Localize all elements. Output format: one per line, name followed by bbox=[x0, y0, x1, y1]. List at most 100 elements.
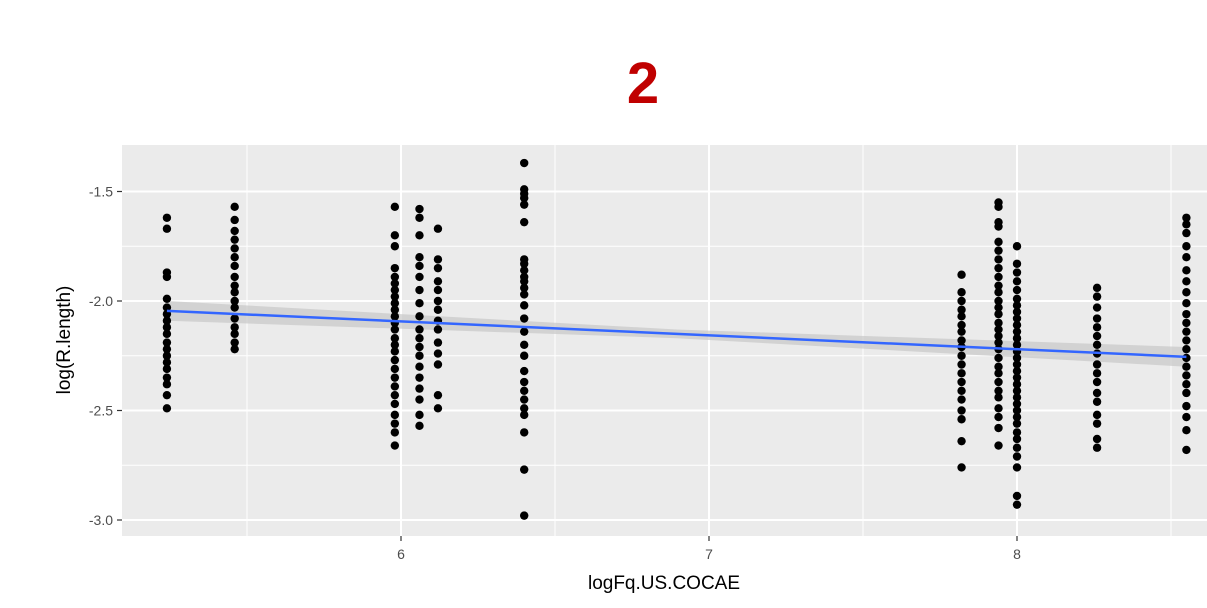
data-point bbox=[1012, 452, 1022, 461]
data-point bbox=[390, 272, 400, 282]
data-point bbox=[957, 386, 966, 395]
x-axis-ticks: 6 7 8 bbox=[397, 536, 1021, 562]
data-point bbox=[162, 213, 172, 222]
data-point bbox=[520, 283, 529, 293]
data-point bbox=[957, 351, 966, 360]
data-point bbox=[1012, 327, 1022, 336]
data-point bbox=[957, 305, 966, 314]
data-point bbox=[1012, 314, 1022, 323]
data-point bbox=[520, 290, 529, 299]
data-point bbox=[390, 373, 400, 382]
data-point bbox=[1012, 434, 1022, 444]
data-point bbox=[1092, 323, 1102, 332]
data-point bbox=[994, 263, 1003, 273]
data-point bbox=[162, 294, 172, 304]
data-point bbox=[1182, 344, 1191, 354]
y-tick-label: -1.5 bbox=[89, 184, 113, 200]
x-tick-label: 8 bbox=[1013, 546, 1021, 562]
data-point bbox=[520, 266, 529, 275]
data-point bbox=[994, 393, 1003, 402]
data-point bbox=[1012, 373, 1022, 382]
data-point bbox=[1092, 397, 1102, 406]
data-point bbox=[230, 344, 239, 354]
data-point bbox=[415, 351, 424, 360]
data-point bbox=[1092, 303, 1102, 312]
data-point bbox=[994, 441, 1003, 450]
data-point bbox=[390, 399, 400, 409]
data-point bbox=[415, 312, 424, 321]
data-point bbox=[520, 217, 529, 227]
data-point bbox=[415, 373, 424, 382]
data-point bbox=[994, 362, 1003, 371]
data-point bbox=[520, 428, 529, 437]
data-point bbox=[162, 351, 172, 360]
data-point bbox=[1092, 388, 1102, 398]
data-point bbox=[957, 406, 966, 415]
data-point bbox=[994, 386, 1003, 395]
data-point bbox=[390, 410, 400, 420]
data-point bbox=[230, 244, 239, 253]
data-point bbox=[994, 303, 1003, 312]
data-point bbox=[162, 380, 172, 389]
data-point bbox=[1012, 399, 1022, 409]
data-point bbox=[162, 323, 172, 332]
data-point bbox=[957, 288, 966, 297]
data-point bbox=[230, 226, 239, 236]
data-point bbox=[1092, 340, 1102, 349]
data-point bbox=[1012, 268, 1022, 277]
y-tick-label: -2.0 bbox=[89, 293, 113, 309]
x-axis-title: logFq.US.COCAE bbox=[588, 573, 740, 594]
data-point bbox=[994, 202, 1003, 212]
data-point bbox=[957, 395, 966, 404]
regression-line bbox=[166, 309, 1187, 359]
data-point bbox=[415, 362, 424, 371]
data-point bbox=[1012, 443, 1022, 452]
data-point bbox=[520, 410, 529, 420]
data-point bbox=[433, 285, 443, 295]
data-point bbox=[433, 390, 443, 400]
data-point bbox=[230, 296, 239, 306]
data-point bbox=[957, 369, 966, 378]
data-point bbox=[994, 318, 1003, 328]
data-point bbox=[520, 193, 529, 203]
data-point bbox=[390, 292, 400, 301]
data-point bbox=[162, 373, 172, 382]
data-point bbox=[433, 277, 443, 286]
data-point bbox=[520, 314, 529, 323]
data-point bbox=[1182, 220, 1191, 229]
data-point bbox=[994, 331, 1003, 341]
data-point bbox=[415, 395, 424, 404]
data-point bbox=[230, 329, 239, 339]
data-point bbox=[415, 285, 424, 295]
data-point bbox=[1012, 334, 1022, 343]
data-point bbox=[230, 261, 239, 271]
data-point bbox=[994, 309, 1003, 319]
data-point bbox=[1012, 259, 1022, 268]
data-point bbox=[390, 364, 400, 374]
data-point bbox=[994, 377, 1003, 387]
data-point bbox=[415, 421, 424, 431]
data-point bbox=[1182, 288, 1191, 297]
data-point bbox=[390, 347, 400, 356]
data-point bbox=[1182, 309, 1191, 319]
data-point bbox=[415, 342, 424, 352]
data-point bbox=[994, 353, 1003, 363]
data-point bbox=[1012, 366, 1022, 376]
data-point bbox=[390, 305, 400, 314]
data-point bbox=[390, 263, 400, 273]
data-point bbox=[390, 202, 400, 212]
data-point bbox=[390, 334, 400, 343]
data-point bbox=[957, 463, 966, 472]
data-point bbox=[415, 253, 424, 262]
data-point bbox=[390, 428, 400, 437]
data-point bbox=[520, 277, 529, 286]
data-point bbox=[994, 325, 1003, 334]
data-point bbox=[994, 222, 1003, 231]
data-point bbox=[433, 404, 443, 413]
data-point bbox=[994, 338, 1003, 347]
data-point bbox=[162, 224, 172, 233]
data-point bbox=[1012, 491, 1022, 501]
data-point bbox=[1012, 360, 1022, 369]
data-point bbox=[230, 303, 239, 312]
